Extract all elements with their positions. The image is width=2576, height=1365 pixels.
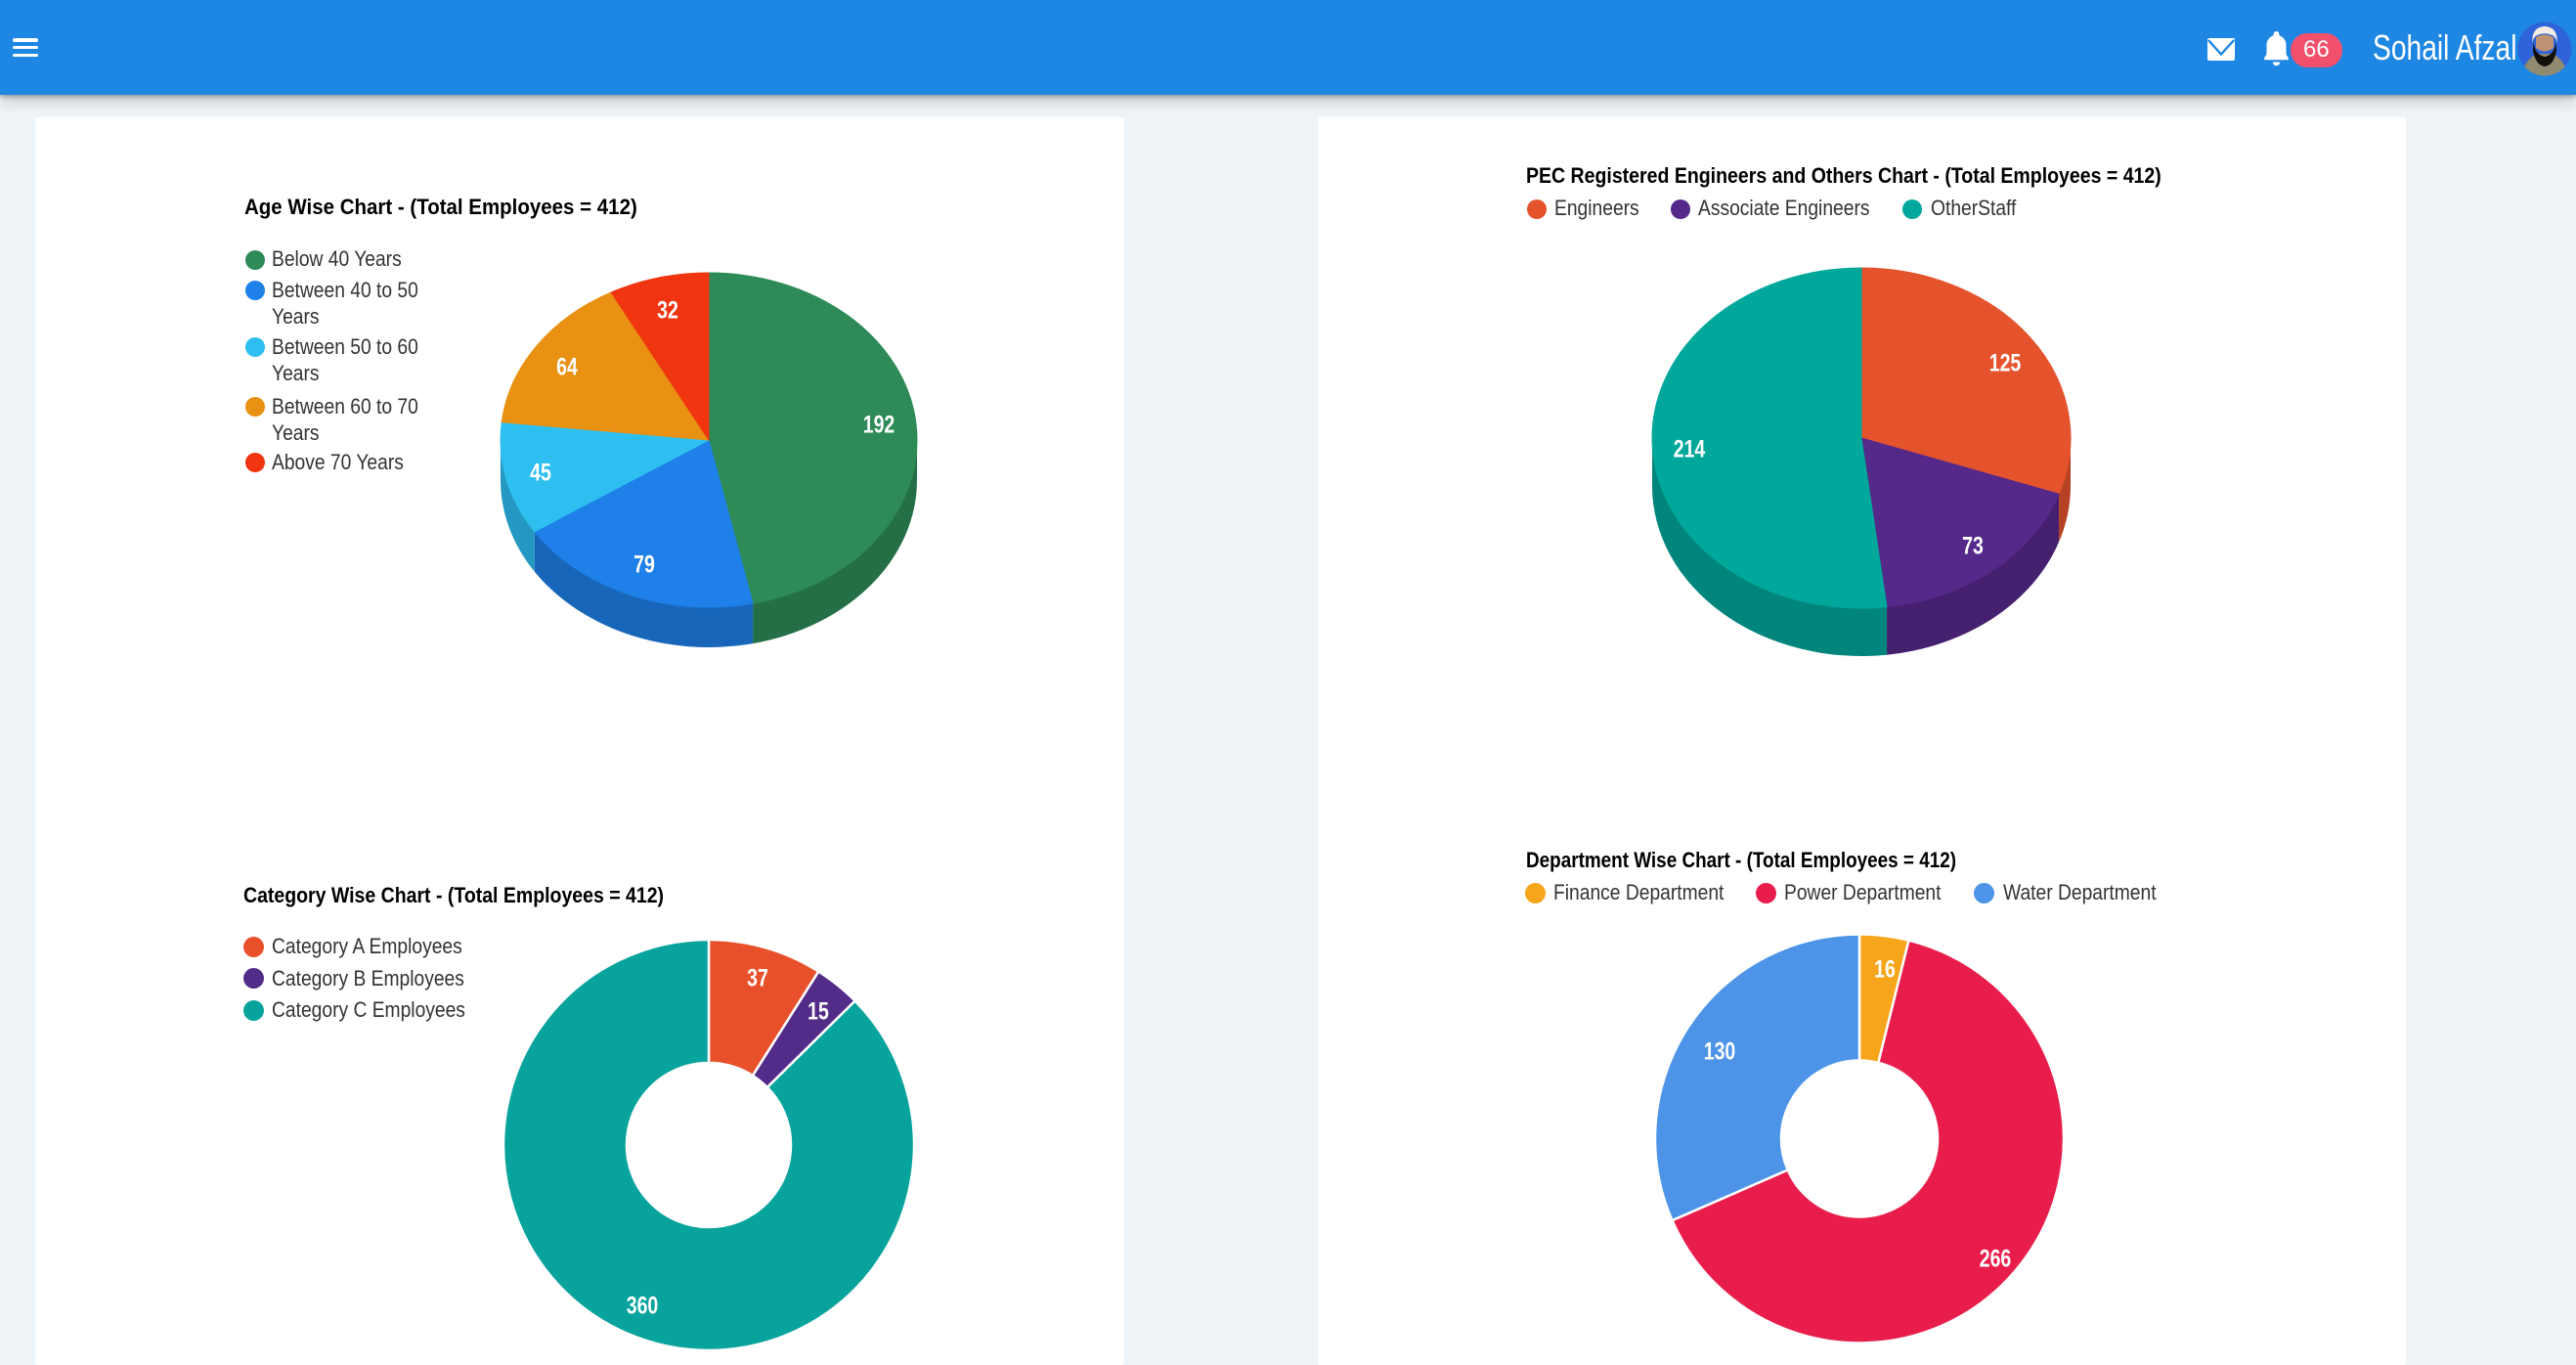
svg-text:16: 16 xyxy=(1874,955,1896,983)
svg-text:125: 125 xyxy=(1989,349,2022,376)
svg-text:266: 266 xyxy=(1980,1245,2012,1272)
svg-text:64: 64 xyxy=(556,353,578,380)
svg-text:45: 45 xyxy=(530,459,551,486)
svg-text:32: 32 xyxy=(657,296,678,324)
svg-text:130: 130 xyxy=(1704,1037,1736,1065)
svg-text:214: 214 xyxy=(1674,435,1706,462)
svg-text:79: 79 xyxy=(633,550,655,578)
svg-text:360: 360 xyxy=(627,1292,659,1319)
svg-text:192: 192 xyxy=(863,411,895,438)
svg-text:15: 15 xyxy=(808,997,829,1025)
svg-text:73: 73 xyxy=(1962,532,1984,559)
svg-text:37: 37 xyxy=(747,964,768,991)
